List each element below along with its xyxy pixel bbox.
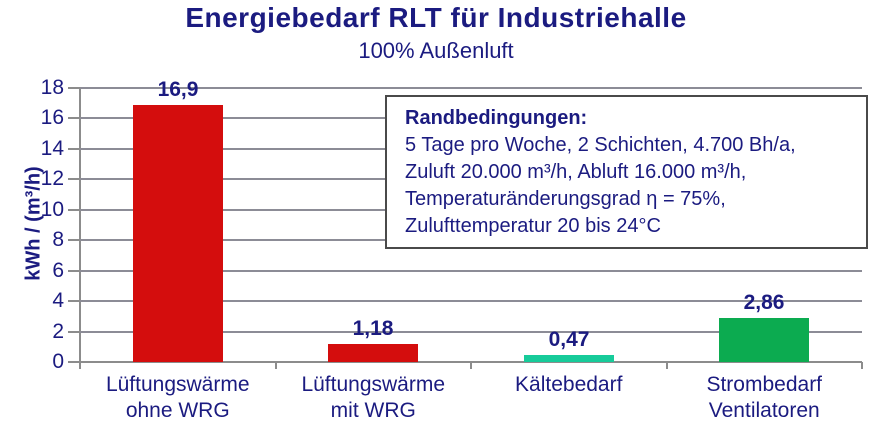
x-tick bbox=[861, 362, 863, 369]
category-label-2: Lüftungswärme mit WRG bbox=[276, 372, 472, 424]
category-label-line: Strombedarf bbox=[706, 373, 823, 396]
annotation-line: Zuluft 20.000 m³/h, Abluft 16.000 m³/h, bbox=[405, 161, 747, 183]
chart-subtitle: 100% Außenluft bbox=[358, 38, 514, 63]
x-tick bbox=[274, 362, 277, 369]
y-tick bbox=[68, 208, 80, 211]
gridline bbox=[80, 87, 862, 89]
category-label-1: Lüftungswärme ohne WRG bbox=[80, 372, 276, 424]
y-tick-label: 4 bbox=[52, 289, 64, 313]
bar-value-label: 2,86 bbox=[743, 291, 785, 314]
bar-value-label: 16,9 bbox=[157, 78, 199, 101]
y-tick-label: 18 bbox=[40, 76, 64, 99]
y-tick bbox=[68, 87, 80, 89]
bar-2 bbox=[328, 344, 418, 362]
y-tick bbox=[68, 147, 80, 150]
category-label-line: Lüftungswärme bbox=[105, 373, 250, 396]
gridline bbox=[80, 300, 862, 303]
category-label-line: ohne WRG bbox=[125, 399, 230, 422]
x-tick bbox=[470, 362, 472, 369]
bar-3 bbox=[524, 355, 614, 362]
bar-4 bbox=[719, 318, 809, 362]
annotation-heading: Randbedingungen: bbox=[405, 107, 588, 129]
y-tick-label: 2 bbox=[52, 319, 64, 343]
y-tick-label: 12 bbox=[40, 167, 64, 191]
y-tick-label: 14 bbox=[40, 136, 64, 160]
category-label-line: Kältebedarf bbox=[515, 373, 623, 396]
y-tick bbox=[68, 178, 80, 181]
x-axis-line bbox=[70, 361, 862, 363]
x-axis-labels: Lüftungswärme ohne WRG Lüftungswärme mit WR… bbox=[80, 372, 862, 424]
y-tick-label: 6 bbox=[52, 258, 64, 282]
y-axis-line bbox=[79, 88, 81, 364]
category-label-line: mit WRG bbox=[330, 399, 416, 422]
gridline bbox=[80, 269, 862, 272]
y-tick-label: 0 bbox=[52, 350, 64, 373]
y-tick bbox=[68, 239, 80, 242]
annotation-line: 5 Tage pro Woche, 2 Schichten, 4.700 Bh/… bbox=[405, 134, 796, 156]
annotation-box: Randbedingungen: 5 Tage pro Woche, 2 Sch… bbox=[385, 95, 868, 249]
x-tick bbox=[665, 362, 668, 369]
y-tick bbox=[68, 361, 80, 363]
y-tick-label: 8 bbox=[52, 228, 64, 252]
chart-title: Energiebedarf RLT für Industriehalle bbox=[185, 2, 687, 33]
category-label-4: Strombedarf Ventilatoren bbox=[667, 372, 863, 424]
y-tick bbox=[68, 117, 80, 120]
y-tick bbox=[68, 330, 80, 333]
annotation-lines: 5 Tage pro Woche, 2 Schichten, 4.700 Bh/… bbox=[405, 132, 866, 240]
y-tick bbox=[68, 269, 80, 272]
x-tick bbox=[79, 362, 81, 369]
bar-value-label: 0,47 bbox=[548, 328, 590, 351]
category-label-line: Lüftungswärme bbox=[301, 373, 446, 396]
annotation-line: Temperaturänderungsgrad η = 75%, bbox=[405, 188, 726, 210]
annotation-line: Zulufttemperatur 20 bis 24°C bbox=[405, 215, 661, 237]
gridline bbox=[80, 330, 862, 333]
bar-1 bbox=[133, 105, 223, 362]
y-tick-label: 10 bbox=[40, 197, 64, 221]
bar-value-label: 1,18 bbox=[352, 317, 394, 340]
category-label-3: Kältebedarf bbox=[471, 372, 667, 424]
y-tick bbox=[68, 300, 80, 303]
y-tick-label: 16 bbox=[40, 106, 64, 130]
category-label-line: Ventilatoren bbox=[708, 399, 820, 422]
